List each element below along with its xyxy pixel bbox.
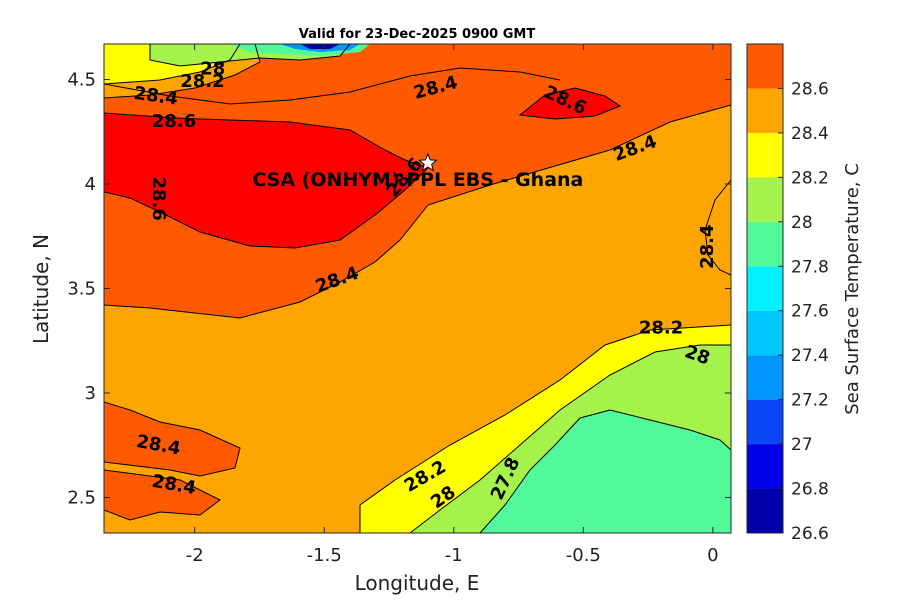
y-tick-label: 2.5	[67, 487, 96, 508]
colorbar-tick-label: 27.6	[791, 302, 829, 322]
colorbar-label: Sea Surface Temperature, C	[842, 163, 863, 415]
sst-band-28-8-plus-east	[520, 88, 620, 119]
colorbar-tick-label: 28.2	[791, 168, 829, 188]
y-axis-label: Latitude, N	[29, 234, 53, 344]
colorbar-swatch	[747, 444, 783, 489]
x-tick-label: 0	[707, 545, 718, 566]
y-axis: 2.5 3 3.5 4 4.5	[67, 70, 731, 508]
colorbar-tick-label: 27.2	[791, 391, 829, 411]
colorbar-tick-label: 28.4	[791, 124, 829, 144]
sst-band-27-8-to-28-0-south	[480, 410, 731, 533]
contour-line-28-0-south	[409, 344, 731, 533]
x-axis: -2 -1.5 -1 -0.5 0	[186, 44, 719, 566]
x-tick-label: -1	[445, 545, 463, 566]
colorbar-swatch	[747, 355, 783, 400]
star-icon	[418, 152, 438, 172]
contour-label: 28.6	[148, 176, 169, 220]
sst-band-deep-blue-cap	[300, 44, 340, 49]
chart-title: Valid for 23-Dec-2025 0900 GMT	[299, 27, 536, 42]
colorbar-swatch	[747, 88, 783, 133]
y-tick-label: 3.5	[67, 279, 96, 300]
y-tick-label: 3	[85, 383, 96, 404]
contour-line-28-2-south	[359, 324, 731, 533]
colorbar-swatch	[747, 266, 783, 311]
colorbar-swatch	[747, 44, 783, 89]
colorbar-frame	[746, 43, 784, 534]
colorbar-tick-label: 26.8	[791, 480, 829, 500]
contour-label: 28.4	[697, 224, 718, 268]
contour-line-28-6-sw	[104, 401, 241, 477]
contour-line-28-2-ne	[704, 179, 731, 276]
colorbar-swatch	[747, 310, 783, 356]
contour-line-28-4-nc	[104, 67, 561, 105]
x-tick-label: -2	[186, 545, 204, 566]
sst-band-28-6-to-28-8-sw2	[104, 470, 220, 520]
contour-line-28-4-cap	[104, 44, 241, 85]
colorbar-tick-label: 27.8	[791, 257, 829, 277]
contour-label: 28.6	[152, 111, 196, 132]
colorbar-tick-label: 28	[791, 213, 813, 233]
colorbar-swatch	[747, 177, 783, 222]
contour-label: 28.2	[180, 71, 224, 92]
contour-line-27-8-south	[479, 409, 731, 533]
colorbar-swatch	[747, 399, 783, 445]
contour-line-28-8-west	[104, 112, 429, 249]
contour-label: 28	[200, 59, 225, 80]
contour-label: 28.2	[639, 318, 683, 339]
colorbar-swatch	[747, 488, 783, 533]
colorbar-tick-label: 27	[791, 435, 813, 455]
contour-line-28-8-east	[518, 87, 622, 120]
x-tick-label: -0.5	[566, 545, 601, 566]
contour-line-28-6-sw2	[104, 469, 221, 521]
colorbar-tick-label: 28.6	[791, 79, 829, 99]
colorbar-swatch	[747, 132, 783, 178]
site-marker: CSA (ONHYM) PPL EBS - Ghana	[252, 152, 583, 191]
contour-line-28-2-cap	[149, 44, 351, 67]
contour-line-layer	[104, 44, 731, 533]
colorbar-tick-label: 26.6	[791, 524, 829, 544]
sst-band-28-8-plus-west	[104, 113, 428, 248]
x-axis-label: Longitude, E	[355, 571, 480, 595]
colorbar-swatch	[747, 221, 783, 267]
contour-line-28-6-cap	[104, 44, 261, 99]
colorbar: 26.6 26.8 27 27.2 27.4 27.6 27.8 28 28.2 28.4 28.6	[746, 43, 829, 544]
contour-fill-layer	[104, 44, 731, 533]
contour-line-28-6-north	[104, 104, 731, 319]
x-tick-label: -1.5	[307, 545, 342, 566]
sst-band-28-6-to-28-8-southwest	[104, 402, 240, 476]
site-label: CSA (ONHYM) PPL EBS - Ghana	[252, 169, 583, 191]
y-tick-label: 4	[85, 174, 96, 195]
y-tick-label: 4.5	[67, 70, 96, 91]
colorbar-tick-label: 27.4	[791, 346, 829, 366]
